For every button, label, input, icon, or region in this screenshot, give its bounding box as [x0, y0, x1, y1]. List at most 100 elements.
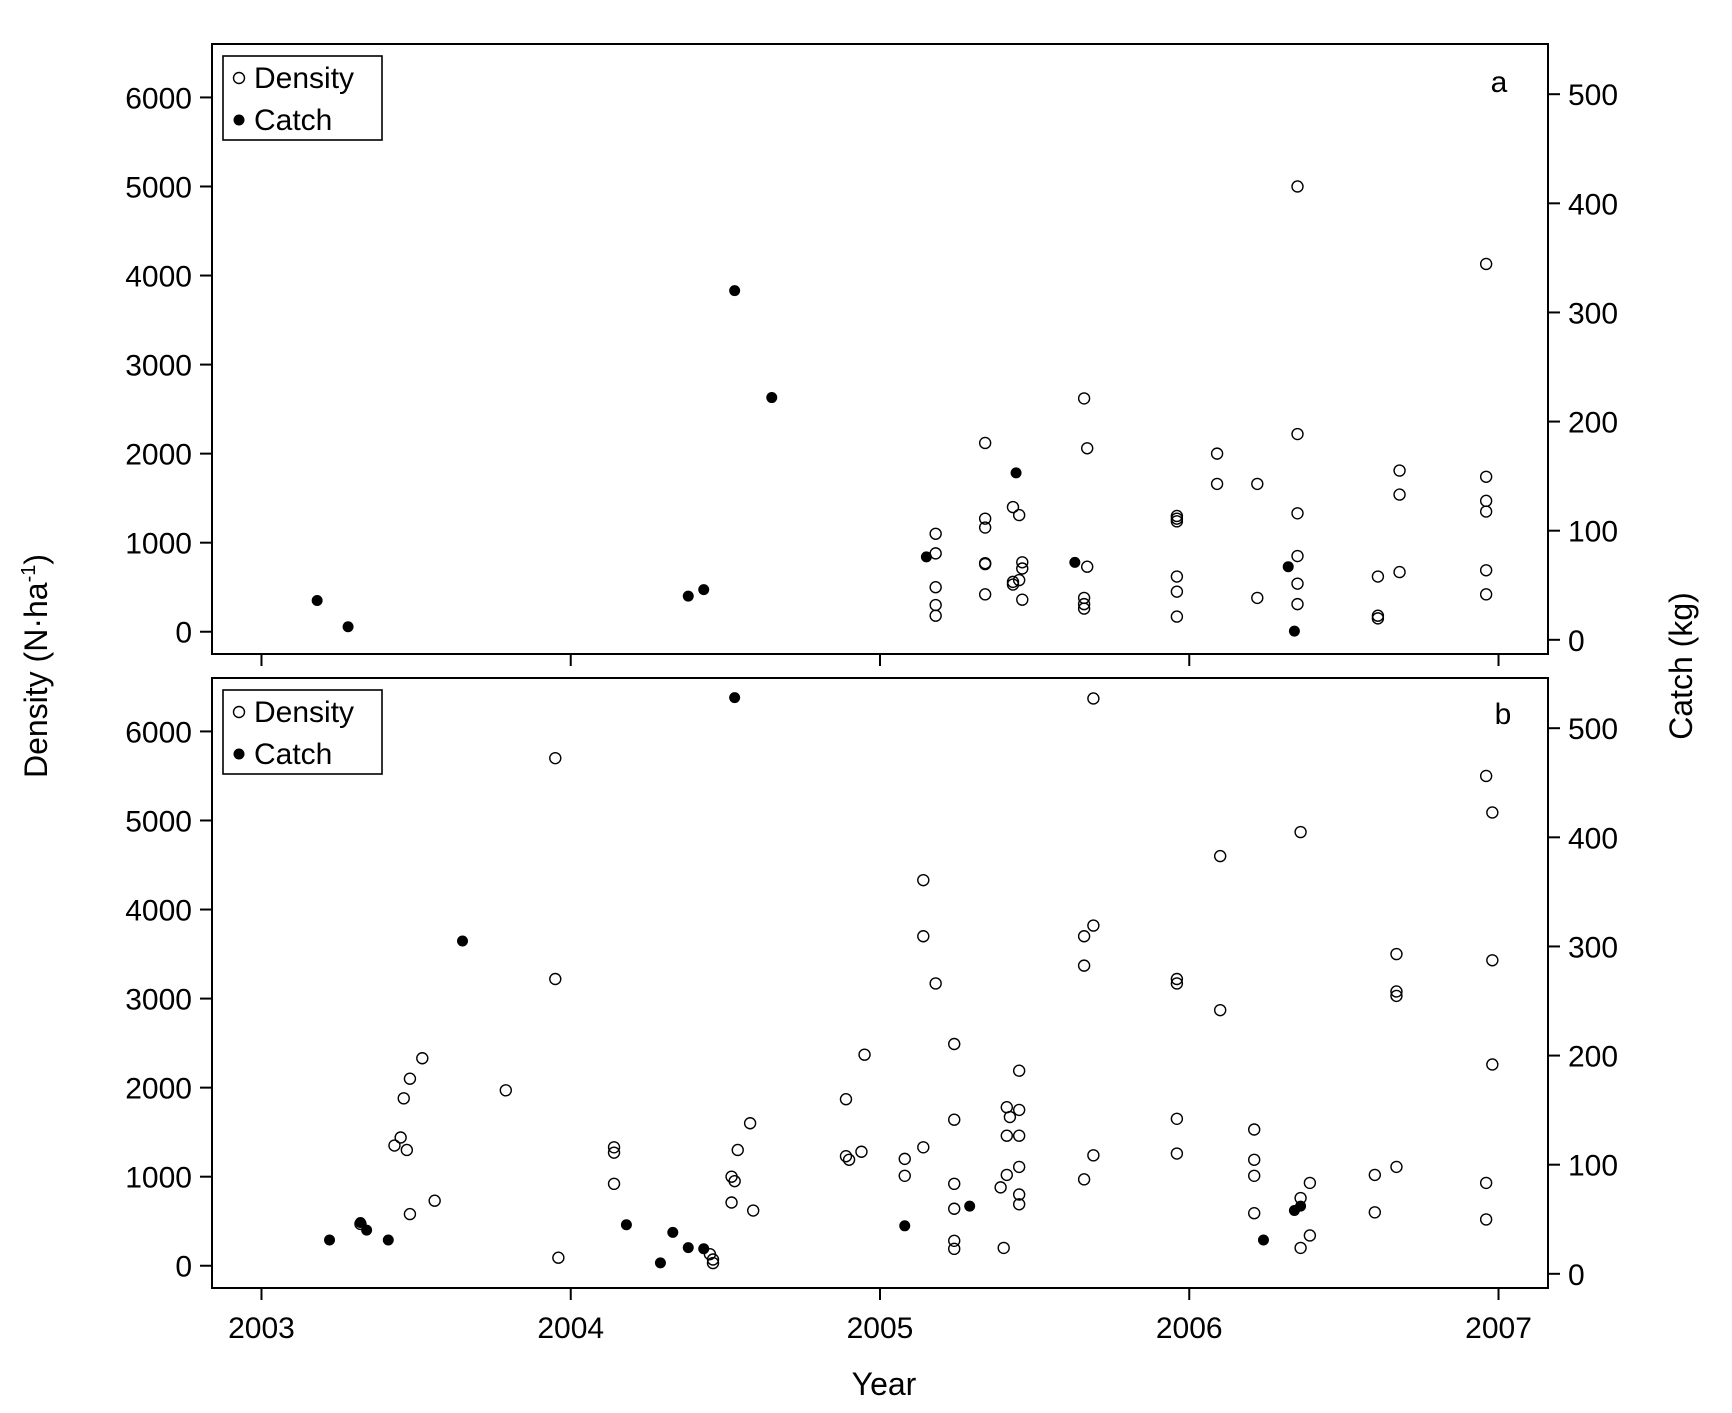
- density-point: [706, 1256, 720, 1270]
- density-point: [1012, 1103, 1026, 1117]
- density-point: [1390, 985, 1403, 998]
- density-point: [1077, 597, 1091, 611]
- density-point: [978, 521, 992, 534]
- legend-density-label: Density: [254, 62, 354, 95]
- density-point: [1003, 1110, 1017, 1124]
- x-tick-label: 2004: [537, 1312, 604, 1345]
- density-point: [978, 512, 992, 525]
- y-right-tick-label: 100: [1568, 1150, 1618, 1183]
- y-left-tick-label: 2000: [125, 439, 192, 472]
- catch-point: [382, 1234, 394, 1246]
- density-point: [1479, 257, 1493, 271]
- density-point: [400, 1143, 414, 1157]
- density-point: [1291, 577, 1304, 590]
- density-point: [1016, 556, 1029, 569]
- panel-b-left-axis: 0 1000 2000 3000 4000 5000 6000: [125, 716, 212, 1284]
- legend-density-marker: [232, 705, 246, 719]
- density-point: [1087, 1149, 1100, 1162]
- density-point: [839, 1150, 853, 1163]
- density-point: [1486, 1058, 1499, 1071]
- y-left-tick-label: 3000: [125, 350, 192, 383]
- density-point: [1081, 560, 1094, 573]
- panel-a-label: a: [1491, 66, 1508, 99]
- panel-a: 0 1000 2000 3000 4000 5000 6000 0 100 200 300 400 5…: [125, 43, 1618, 666]
- density-point: [1012, 1198, 1026, 1211]
- panel-b-label: b: [1495, 698, 1512, 731]
- density-point: [747, 1204, 760, 1217]
- catch-point: [324, 1234, 336, 1246]
- density-point: [898, 1152, 911, 1166]
- density-point: [1479, 470, 1493, 483]
- density-point: [1251, 591, 1264, 605]
- density-point: [1294, 825, 1307, 839]
- x-axis-title: Year: [852, 1366, 917, 1402]
- catch-point: [1069, 556, 1081, 568]
- density-point: [1248, 1153, 1261, 1166]
- density-point: [1012, 1160, 1026, 1174]
- density-point: [607, 1177, 621, 1191]
- catch-point: [766, 392, 778, 404]
- y-right-tick-label: 300: [1568, 297, 1618, 330]
- y-right-tick-label: 200: [1568, 1041, 1618, 1074]
- panel-a-legend: Density Catch: [222, 55, 383, 141]
- catch-point: [1010, 467, 1022, 479]
- density-point: [1012, 1064, 1026, 1077]
- density-point: [948, 1113, 961, 1126]
- panel-a-points: [311, 180, 1493, 637]
- x-tick-label: 2003: [228, 1312, 295, 1345]
- density-point: [1486, 806, 1499, 819]
- x-tick-label: 2007: [1465, 1312, 1532, 1345]
- density-point: [1368, 1206, 1382, 1219]
- density-point: [839, 1093, 853, 1106]
- density-point: [948, 1037, 961, 1051]
- density-point: [948, 1242, 961, 1256]
- panel-b-right-axis: 0 100 200 300 400 500: [1548, 713, 1618, 1292]
- panel-a-frame: [211, 43, 1549, 655]
- y-right-tick-label: 400: [1568, 822, 1618, 855]
- density-point: [1000, 1129, 1013, 1142]
- catch-point: [729, 692, 741, 704]
- x-tick-label: 2006: [1156, 1312, 1223, 1345]
- density-point: [1248, 1206, 1261, 1220]
- legend-density-marker: [232, 71, 246, 85]
- density-point: [428, 1194, 441, 1207]
- density-point: [1291, 180, 1304, 193]
- density-point: [1251, 477, 1264, 491]
- density-point: [1170, 515, 1184, 528]
- density-point: [1006, 500, 1020, 514]
- y-left-tick-label: 6000: [125, 716, 192, 749]
- catch-point: [729, 285, 741, 297]
- catch-point: [1282, 561, 1294, 573]
- panel-b-frame: [211, 677, 1549, 1289]
- density-point: [929, 609, 942, 622]
- density-point: [416, 1052, 429, 1065]
- y-right-tick-label: 100: [1568, 516, 1618, 549]
- density-point: [1170, 570, 1184, 583]
- panel-b-bottom-axis: 2003 2004 2005 2006 2007: [228, 1312, 1532, 1345]
- density-point: [929, 527, 942, 540]
- y-left-axis-title-close: ): [18, 554, 54, 565]
- density-point: [948, 1202, 961, 1215]
- density-point: [1077, 602, 1091, 615]
- catch-point: [1257, 1234, 1269, 1246]
- density-point: [1368, 1168, 1382, 1182]
- y-right-tick-label: 0: [1568, 625, 1585, 658]
- density-point: [1210, 477, 1224, 491]
- y-left-tick-label: 4000: [125, 261, 192, 294]
- y-right-tick-label: 400: [1568, 188, 1618, 221]
- density-point: [1294, 1241, 1307, 1255]
- panel-a-left-axis: 0 1000 2000 3000 4000 5000 6000: [125, 82, 212, 650]
- density-point: [1393, 488, 1406, 501]
- catch-point: [964, 1200, 976, 1212]
- density-point: [607, 1146, 621, 1159]
- legend-catch-marker: [233, 748, 245, 760]
- density-point: [917, 930, 930, 943]
- density-point: [1170, 1147, 1184, 1160]
- density-point: [1077, 1173, 1091, 1186]
- density-point: [1390, 947, 1403, 961]
- y-left-tick-label: 5000: [125, 805, 192, 838]
- density-point: [1170, 512, 1184, 525]
- density-point: [1479, 494, 1493, 508]
- density-point: [1006, 578, 1020, 591]
